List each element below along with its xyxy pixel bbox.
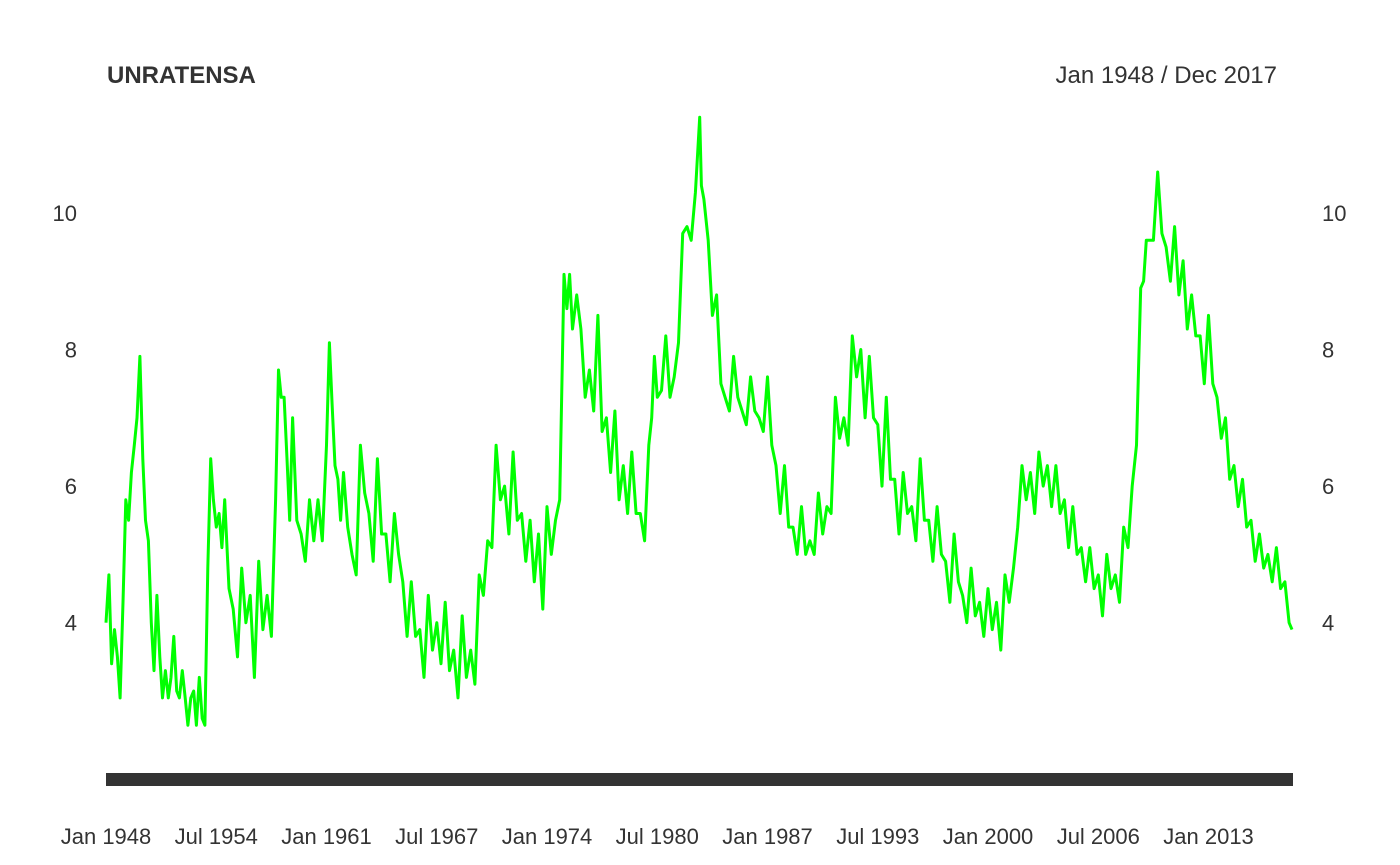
x-tick-label: Jul 1954 [175,824,258,849]
y-axis-left: 4 6 8 10 [53,201,77,636]
x-axis-bar [106,773,1293,786]
y-axis-right: 4 6 8 10 [1322,201,1346,636]
x-tick-label: Jul 2006 [1057,824,1140,849]
x-tick-label: Jan 2000 [943,824,1034,849]
x-tick-label: Jul 1980 [616,824,699,849]
y-tick-label-right: 10 [1322,201,1346,226]
y-tick-label-left: 4 [65,611,77,636]
x-tick-label: Jul 1993 [836,824,919,849]
x-tick-label: Jul 1967 [395,824,478,849]
x-tick-label: Jan 1948 [61,824,152,849]
y-tick-label-right: 6 [1322,474,1334,499]
y-tick-label-right: 8 [1322,338,1334,363]
date-range-label: Jan 1948 / Dec 2017 [1055,62,1278,89]
y-tick-label-left: 6 [65,474,77,499]
y-tick-label-left: 8 [65,338,77,363]
x-axis-labels: Jan 1948 Jul 1954 Jan 1961 Jul 1967 Jan 1974… [61,824,1254,849]
chart-title: UNRATENSA [107,62,256,89]
x-tick-label: Jan 2013 [1163,824,1254,849]
x-tick-label: Jan 1961 [281,824,372,849]
x-tick-label: Jan 1987 [722,824,813,849]
y-tick-label-left: 10 [53,201,77,226]
y-tick-label-right: 4 [1322,611,1334,636]
x-tick-label: Jan 1974 [502,824,593,849]
series-line [104,115,1294,727]
